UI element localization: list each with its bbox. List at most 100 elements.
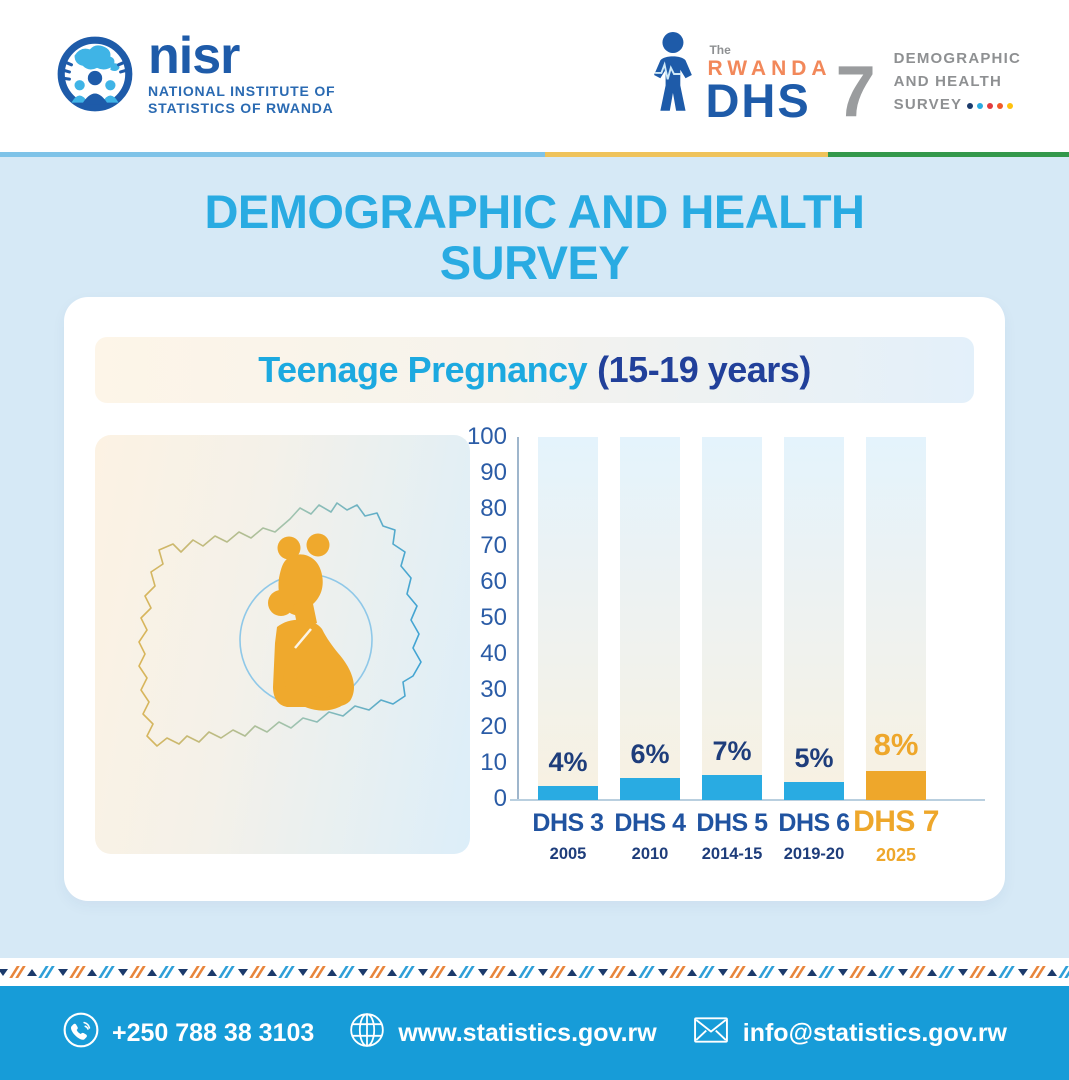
pattern-motif bbox=[238, 966, 295, 978]
bar bbox=[702, 774, 762, 800]
bar bbox=[538, 785, 598, 800]
pattern-motif bbox=[598, 966, 655, 978]
bar-column: 7% DHS 5 2014-15 bbox=[696, 437, 768, 863]
pattern-motif bbox=[718, 966, 775, 978]
pattern-motif bbox=[118, 966, 175, 978]
y-tick-label: 30 bbox=[480, 676, 507, 704]
nisr-subtitle-line1: NATIONAL INSTITUTE OF bbox=[148, 82, 336, 99]
nisr-wordmark: nisr bbox=[148, 27, 240, 86]
nisr-globe-icon bbox=[52, 31, 138, 122]
dhs-tagline-line1: DEMOGRAPHIC bbox=[893, 49, 1021, 67]
chart-title-band: Teenage Pregnancy (15-19 years) bbox=[95, 337, 974, 403]
bar-year-label: 2025 bbox=[875, 845, 917, 865]
pattern-motif bbox=[538, 966, 595, 978]
bar-category-label: DHS 3 bbox=[532, 809, 604, 837]
bar-value-label: 7% bbox=[712, 735, 752, 766]
bar-category-label: DHS 6 bbox=[778, 809, 850, 837]
envelope-icon bbox=[691, 1013, 731, 1054]
bar-column: 5% DHS 6 2019-20 bbox=[778, 437, 850, 863]
pattern-motif bbox=[58, 966, 115, 978]
bar-value-label: 6% bbox=[630, 739, 670, 770]
globe-icon bbox=[348, 1011, 386, 1056]
bar-track bbox=[866, 437, 926, 800]
flag-strip-segment bbox=[828, 152, 1069, 157]
pattern-motif bbox=[418, 966, 475, 978]
bar-value-label: 8% bbox=[873, 727, 919, 763]
chart-y-axis-line bbox=[517, 437, 519, 800]
pattern-motif bbox=[478, 966, 535, 978]
pattern-motif bbox=[958, 966, 1015, 978]
y-tick-label: 60 bbox=[480, 567, 507, 595]
rwanda-map-panel bbox=[95, 435, 470, 854]
chart-title-range: (15-19 years) bbox=[597, 349, 811, 390]
bar-track bbox=[702, 437, 762, 800]
bar-value-label: 5% bbox=[794, 742, 834, 773]
nisr-logo: nisr NATIONAL INSTITUTE OF STATISTICS OF… bbox=[52, 27, 336, 122]
bar-category-label: DHS 4 bbox=[614, 809, 686, 837]
bar-year-label: 2014-15 bbox=[701, 845, 763, 863]
y-tick-label: 90 bbox=[480, 459, 507, 487]
website-url: www.statistics.gov.rw bbox=[398, 1018, 657, 1047]
bar bbox=[620, 778, 680, 800]
y-tick-label: 10 bbox=[480, 748, 507, 776]
page-header: nisr NATIONAL INSTITUTE OF STATISTICS OF… bbox=[0, 0, 1069, 152]
dhs-dot bbox=[1007, 103, 1014, 110]
bar bbox=[866, 771, 926, 800]
rwanda-flag-strip bbox=[0, 152, 1069, 157]
y-tick-label: 20 bbox=[480, 712, 507, 740]
dhs-the-label: The bbox=[709, 42, 731, 57]
y-tick-label: 40 bbox=[480, 640, 507, 668]
flag-strip-segment bbox=[0, 152, 546, 157]
bar-category-label: DHS 5 bbox=[696, 809, 768, 837]
pattern-motif bbox=[0, 966, 55, 978]
pattern-motif bbox=[1018, 966, 1069, 978]
pattern-motif bbox=[178, 966, 235, 978]
dhs-dot bbox=[997, 103, 1004, 110]
bar-column: 6% DHS 4 2010 bbox=[614, 437, 686, 863]
chart-title-main: Teenage Pregnancy bbox=[258, 349, 588, 390]
y-tick-label: 100 bbox=[466, 423, 507, 450]
phone-number: +250 788 38 3103 bbox=[112, 1018, 315, 1047]
imigongo-pattern-border bbox=[0, 958, 1069, 986]
dhs-tagline-line3: SURVEY bbox=[893, 96, 963, 114]
bar-year-label: 2005 bbox=[549, 845, 587, 863]
bar-year-label: 2019-20 bbox=[783, 845, 845, 863]
bar-column: 4% DHS 3 2005 bbox=[532, 437, 604, 863]
bar-track bbox=[784, 437, 844, 800]
pattern-motif bbox=[898, 966, 955, 978]
pattern-motif bbox=[358, 966, 415, 978]
email-contact[interactable]: info@statistics.gov.rw bbox=[691, 1013, 1007, 1054]
pattern-motif bbox=[838, 966, 895, 978]
dhs-dot bbox=[977, 103, 984, 110]
dhs-tagline-line2: AND HEALTH bbox=[893, 73, 1003, 90]
dhs-seven-numeral: 7 bbox=[835, 52, 876, 133]
rwanda-outline bbox=[138, 502, 422, 747]
pattern-motif bbox=[298, 966, 355, 978]
bar-year-label: 2010 bbox=[631, 845, 669, 863]
dhs-rwanda-label: RWANDA bbox=[707, 56, 832, 80]
bar-value-label: 4% bbox=[548, 746, 588, 777]
bar-track bbox=[620, 437, 680, 800]
website-contact[interactable]: www.statistics.gov.rw bbox=[348, 1011, 657, 1056]
dhs7-logo: The RWANDA DHS 7 DEMOGRAPHIC AND HEALTH … bbox=[649, 31, 1021, 133]
bar bbox=[784, 781, 844, 800]
pattern-motif bbox=[778, 966, 835, 978]
email-address: info@statistics.gov.rw bbox=[742, 1018, 1007, 1047]
dhs-person-icon bbox=[649, 31, 699, 121]
survey-card: Teenage Pregnancy (15-19 years) bbox=[64, 297, 1005, 901]
bar-track bbox=[538, 437, 598, 800]
contact-footer: +250 788 38 3103 www.statistics.gov.rw i… bbox=[0, 986, 1069, 1080]
y-tick-label: 80 bbox=[480, 495, 507, 523]
dhs-dot bbox=[987, 103, 994, 110]
flag-strip-segment bbox=[545, 152, 829, 157]
bar-column: 8% DHS 7 2025 bbox=[853, 437, 939, 865]
y-tick-label: 70 bbox=[480, 531, 507, 559]
y-tick-label: 0 bbox=[493, 785, 507, 812]
pregnant-woman-icon bbox=[268, 533, 354, 707]
rwanda-map-graphic bbox=[138, 502, 422, 747]
phone-contact[interactable]: +250 788 38 3103 bbox=[62, 1011, 314, 1056]
page-title: DEMOGRAPHIC AND HEALTH SURVEY bbox=[204, 185, 865, 289]
y-tick-label: 50 bbox=[480, 604, 507, 631]
chart-baseline bbox=[510, 799, 985, 801]
dhs-color-dots bbox=[967, 103, 1014, 110]
